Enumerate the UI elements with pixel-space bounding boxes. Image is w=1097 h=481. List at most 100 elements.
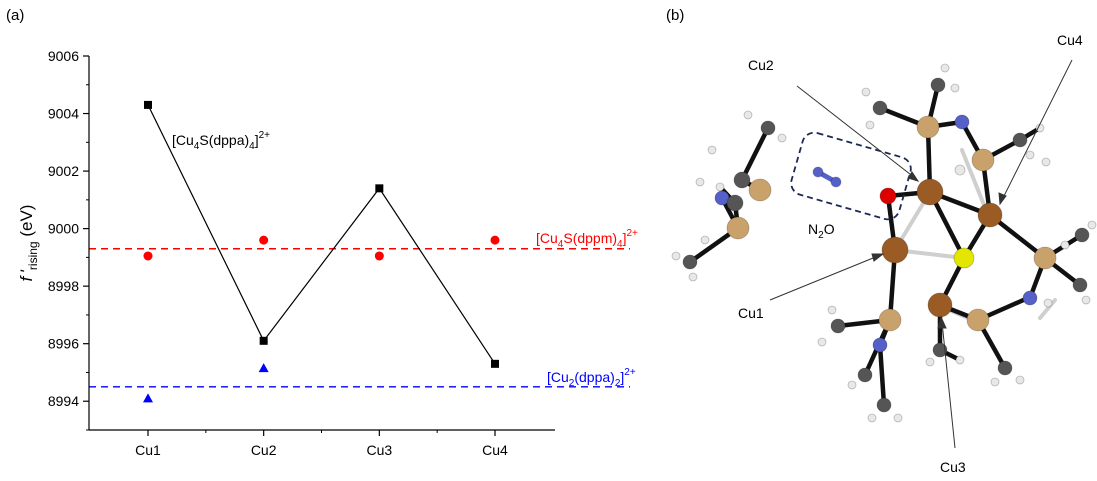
annotation-cu2-dppa2-close: ]: [620, 369, 624, 385]
y-tick-label: 9002: [48, 163, 79, 179]
y-tick-label: 9000: [48, 221, 79, 237]
y-ticks: 8994 8996 8998 9000 9002 9004 9006: [48, 48, 89, 431]
y-axis-label-unit: (eV): [17, 205, 36, 242]
atom-p: [748, 178, 772, 202]
molecule-atoms: [671, 63, 1097, 423]
atom-h: [990, 377, 1000, 387]
atom-h: [1087, 220, 1097, 230]
data-point: [258, 363, 269, 373]
atom-c: [872, 100, 888, 116]
atom-h: [925, 357, 935, 367]
atom-h: [950, 83, 960, 93]
atom-p: [966, 308, 990, 332]
atom-h: [1081, 295, 1091, 305]
series-1: [143, 235, 500, 261]
atom-c: [1012, 132, 1028, 148]
annotation-cu4s-dppa4-sub2: 4: [249, 141, 255, 152]
y-tick-label: 9006: [48, 48, 79, 64]
atom-c: [1074, 227, 1090, 243]
atom-h: [1015, 375, 1025, 385]
arrow-cu2-head: [907, 171, 920, 182]
atom-c: [932, 342, 948, 358]
atom-n: [954, 114, 970, 130]
atom-cu: [916, 178, 944, 206]
data-point: [490, 235, 500, 245]
label-n2o-sub: 2: [818, 230, 824, 241]
annotation-cu4s-dppa4-main: [Cu: [172, 132, 194, 148]
y-tick-label: 8998: [48, 278, 79, 294]
atom-h: [867, 413, 877, 423]
x-tick-label: Cu1: [135, 442, 161, 458]
bond: [739, 125, 771, 183]
atom-h: [715, 182, 725, 192]
chart-axes: [88, 56, 555, 431]
atom-h: [955, 355, 965, 365]
label-n2o-end: O: [824, 221, 835, 237]
atom-c: [733, 171, 751, 189]
atom-p: [1033, 246, 1057, 270]
series-line: [147, 104, 496, 365]
arrow-cu3: [941, 321, 956, 449]
atom-cu: [881, 236, 909, 264]
atom-h: [700, 235, 710, 245]
atom-h: [1060, 240, 1070, 250]
atom-h: [817, 337, 827, 347]
y-axis-label-sub: rising: [26, 241, 40, 270]
reference-lines: [89, 248, 630, 388]
annotation-cu4s-dppa4-sub1: 4: [194, 141, 200, 152]
series-2: [143, 363, 269, 403]
data-point: [491, 359, 499, 368]
atom-c: [997, 360, 1013, 376]
atom-p: [878, 308, 902, 332]
label-cu3: Cu3: [940, 459, 966, 475]
annotation-cu4s-dppm4-mid: S(dppm): [563, 230, 617, 246]
n2o-highlight-box: [790, 131, 912, 221]
annotation-cu2-dppa2: [Cu2(dppa)2]2+: [547, 367, 636, 389]
molecule-panel: Cu2 Cu4 Cu1 Cu3 N2O: [671, 32, 1097, 475]
annotation-cu4s-dppa4: [Cu4S(dppa)4]2+: [172, 130, 270, 152]
y-tick-label: 8996: [48, 336, 79, 352]
label-n2o-main: N: [808, 221, 818, 237]
atom-h: [671, 251, 681, 261]
label-cu4: Cu4: [1057, 32, 1083, 48]
annotation-cu2-dppa2-sup: 2+: [624, 367, 636, 378]
arrow-cu4: [1001, 59, 1073, 201]
y-tick-label: 8994: [48, 393, 79, 409]
data-point: [374, 251, 384, 261]
y-axis-label-main: f ': [17, 269, 36, 281]
x-tick-label: Cu3: [366, 442, 392, 458]
arrow-cu1-head: [871, 253, 885, 262]
atom-h: [1043, 298, 1053, 308]
annotation-cu4s-dppm4: [Cu4S(dppm)4]2+: [536, 228, 638, 250]
label-cu1: Cu1: [738, 305, 764, 321]
atom-h: [1035, 123, 1045, 133]
x-tick-label: Cu4: [482, 442, 508, 458]
atom-h: [847, 380, 857, 390]
y-tick-label: 9004: [48, 106, 79, 122]
atom-h: [893, 413, 903, 423]
atom-c: [930, 77, 946, 93]
series-layer: [143, 100, 500, 403]
bond: [960, 148, 990, 217]
bond: [1038, 298, 1057, 320]
arrow-cu1: [769, 255, 879, 301]
atom-h: [954, 164, 966, 176]
atom-c: [857, 367, 873, 383]
data-point: [259, 235, 269, 245]
atom-p: [971, 148, 995, 172]
atom-n: [830, 176, 842, 188]
annotation-cu4s-dppm4-sub2: 4: [617, 239, 623, 250]
annotation-cu2-dppa2-sub1: 2: [569, 378, 575, 389]
annotation-cu4s-dppa4-sup: 2+: [259, 130, 271, 141]
atom-n: [1022, 290, 1038, 306]
atom-h: [688, 272, 698, 282]
arrow-cu2: [796, 85, 916, 179]
atom-cu: [927, 292, 953, 318]
annotation-cu4s-dppm4-sup: 2+: [627, 228, 639, 239]
atom-cu: [977, 202, 1003, 228]
atom-h: [777, 133, 787, 143]
atom-h: [695, 177, 705, 187]
y-axis-label: f 'rising (eV): [17, 205, 40, 282]
panel-label-a: (a): [6, 7, 24, 24]
